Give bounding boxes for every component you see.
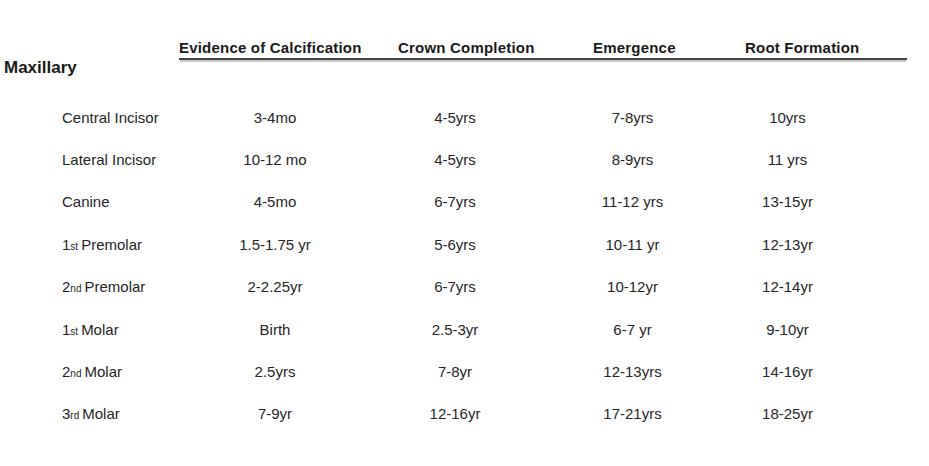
cell-tooth-name: Central Incisor bbox=[0, 109, 190, 126]
column-header-row: Evidence of Calcification Crown Completi… bbox=[179, 37, 907, 60]
tooth-name: Molar bbox=[84, 363, 122, 380]
ordinal-suffix: rd bbox=[70, 410, 79, 421]
ordinal-suffix: st bbox=[70, 326, 78, 337]
cell-tooth-name: 1stPremolar bbox=[0, 236, 190, 253]
table-row: 1stPremolar 1.5-1.75 yr 5-6yrs 10-11 yr … bbox=[0, 223, 860, 265]
column-header-crown-completion: Crown Completion bbox=[398, 39, 535, 56]
tooth-name: Premolar bbox=[84, 278, 145, 295]
cell-calcification: 3-4mo bbox=[190, 109, 360, 126]
column-header-emergence: Emergence bbox=[593, 39, 676, 56]
table-row: 3rdMolar 7-9yr 12-16yr 17-21yrs 18-25yr bbox=[0, 393, 860, 435]
tooth-name: Premolar bbox=[81, 236, 142, 253]
cell-crown-completion: 2.5-3yr bbox=[360, 321, 550, 338]
table-row: 2ndPremolar 2-2.25yr 6-7yrs 10-12yr 12-1… bbox=[0, 266, 860, 308]
cell-root-formation: 11 yrs bbox=[715, 151, 860, 168]
document-page: Evidence of Calcification Crown Completi… bbox=[0, 0, 929, 466]
cell-emergence: 8-9yrs bbox=[550, 151, 715, 168]
table-body: Central Incisor 3-4mo 4-5yrs 7-8yrs 10yr… bbox=[0, 96, 860, 435]
table-row: 2ndMolar 2.5yrs 7-8yr 12-13yrs 14-16yr bbox=[0, 350, 860, 392]
cell-emergence: 12-13yrs bbox=[550, 363, 715, 380]
cell-calcification: Birth bbox=[190, 321, 360, 338]
cell-emergence: 10-11 yr bbox=[550, 236, 715, 253]
cell-emergence: 7-8yrs bbox=[550, 109, 715, 126]
table-row: Canine 4-5mo 6-7yrs 11-12 yrs 13-15yr bbox=[0, 181, 860, 223]
cell-crown-completion: 4-5yrs bbox=[360, 151, 550, 168]
cell-crown-completion: 6-7yrs bbox=[360, 278, 550, 295]
table-row: Central Incisor 3-4mo 4-5yrs 7-8yrs 10yr… bbox=[0, 96, 860, 138]
cell-calcification: 4-5mo bbox=[190, 193, 360, 210]
column-header-root-formation: Root Formation bbox=[745, 39, 859, 56]
tooth-name: Molar bbox=[82, 405, 120, 422]
cell-tooth-name: 1stMolar bbox=[0, 321, 190, 338]
tooth-name: Central Incisor bbox=[62, 109, 159, 126]
tooth-name: Lateral Incisor bbox=[62, 151, 156, 168]
cell-calcification: 2.5yrs bbox=[190, 363, 360, 380]
cell-calcification: 10-12 mo bbox=[190, 151, 360, 168]
cell-root-formation: 13-15yr bbox=[715, 193, 860, 210]
cell-root-formation: 12-14yr bbox=[715, 278, 860, 295]
cell-root-formation: 18-25yr bbox=[715, 405, 860, 422]
tooth-name: Canine bbox=[62, 193, 110, 210]
cell-calcification: 7-9yr bbox=[190, 405, 360, 422]
cell-crown-completion: 12-16yr bbox=[360, 405, 550, 422]
column-header-evidence-of-calcification: Evidence of Calcification bbox=[179, 39, 362, 56]
cell-emergence: 6-7 yr bbox=[550, 321, 715, 338]
cell-calcification: 2-2.25yr bbox=[190, 278, 360, 295]
ordinal-suffix: st bbox=[70, 241, 78, 252]
cell-tooth-name: Lateral Incisor bbox=[0, 151, 190, 168]
cell-emergence: 11-12 yrs bbox=[550, 193, 715, 210]
cell-emergence: 10-12yr bbox=[550, 278, 715, 295]
cell-emergence: 17-21yrs bbox=[550, 405, 715, 422]
cell-crown-completion: 7-8yr bbox=[360, 363, 550, 380]
cell-crown-completion: 5-6yrs bbox=[360, 236, 550, 253]
group-label-maxillary: Maxillary bbox=[4, 58, 77, 78]
table-row: Lateral Incisor 10-12 mo 4-5yrs 8-9yrs 1… bbox=[0, 138, 860, 180]
cell-crown-completion: 4-5yrs bbox=[360, 109, 550, 126]
cell-root-formation: 9-10yr bbox=[715, 321, 860, 338]
cell-tooth-name: 2ndPremolar bbox=[0, 278, 190, 295]
ordinal-suffix: nd bbox=[70, 368, 81, 379]
cell-root-formation: 12-13yr bbox=[715, 236, 860, 253]
tooth-name: Molar bbox=[81, 321, 119, 338]
ordinal-suffix: nd bbox=[70, 283, 81, 294]
cell-calcification: 1.5-1.75 yr bbox=[190, 236, 360, 253]
cell-tooth-name: 2ndMolar bbox=[0, 363, 190, 380]
cell-root-formation: 14-16yr bbox=[715, 363, 860, 380]
cell-tooth-name: 3rdMolar bbox=[0, 405, 190, 422]
cell-root-formation: 10yrs bbox=[715, 109, 860, 126]
cell-crown-completion: 6-7yrs bbox=[360, 193, 550, 210]
table-row: 1stMolar Birth 2.5-3yr 6-7 yr 9-10yr bbox=[0, 308, 860, 350]
cell-tooth-name: Canine bbox=[0, 193, 190, 210]
